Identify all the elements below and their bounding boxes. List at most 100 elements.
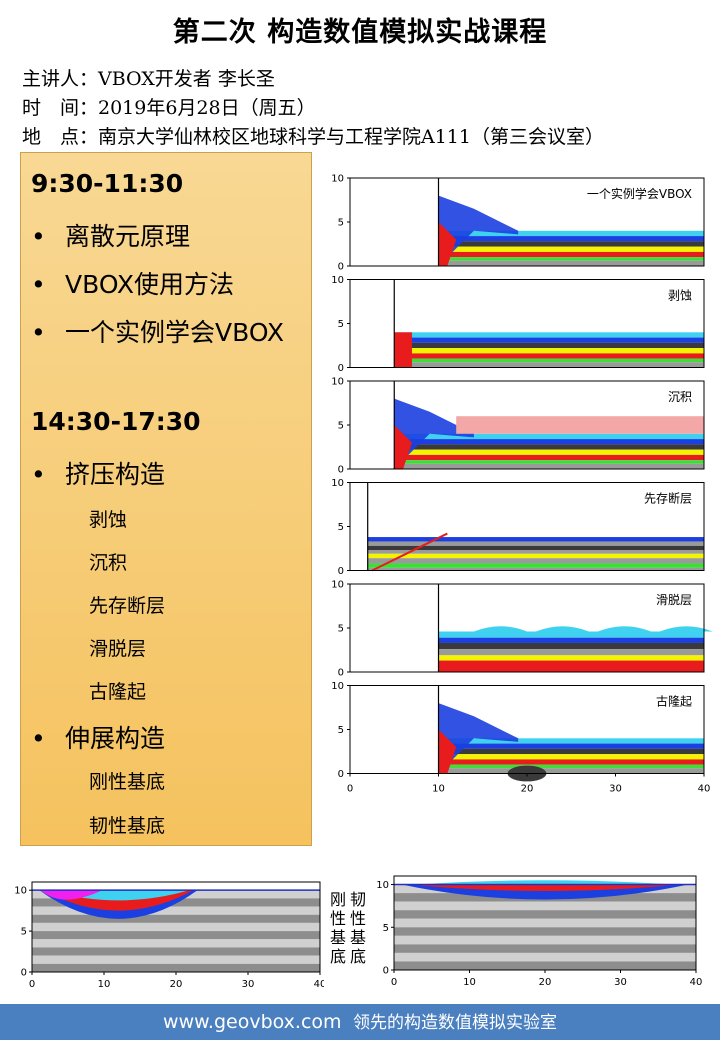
ductile-basement-label: 韧 性 基 底 (350, 890, 366, 966)
strata-band (394, 901, 696, 911)
y-tick-label: 10 (331, 275, 344, 286)
panel-1: 0 5 10 一个实例学会VBOX (331, 174, 705, 273)
extension-heading: • 伸展构造 (31, 719, 165, 755)
layer (438, 260, 704, 266)
morning-item-label: 离散元原理 (65, 222, 191, 251)
compression-item: 先存断层 (89, 595, 166, 617)
strata-band (394, 927, 696, 936)
x-tick-label: 30 (242, 979, 255, 990)
layer (367, 550, 704, 554)
label-char: 基 (350, 928, 367, 947)
panel-2: 0 5 10 剥蚀 (331, 275, 705, 374)
strata-band (32, 914, 320, 923)
layer (394, 439, 704, 445)
extension-item: 韧性基底 (89, 815, 166, 837)
compression-label: 挤压构造 (65, 460, 166, 489)
strata-band (394, 910, 696, 919)
panel-6: 0 5 10 古隆起 (331, 681, 705, 782)
rigid-basement-label: 刚 性 基 底 (330, 890, 346, 966)
compression-item: 剥蚀 (89, 509, 128, 531)
layer (367, 567, 704, 571)
x-tick-label: 40 (698, 784, 711, 795)
layer (394, 332, 704, 338)
label-char: 基 (330, 928, 347, 947)
ductile-basement-figure: 0 5 10 0 10 20 30 40 (376, 875, 702, 988)
y-tick-label: 5 (383, 923, 389, 934)
strata-band (32, 906, 320, 915)
footer-bar: www.geovbox.com 领先的构造数值模拟实验室 (0, 1004, 720, 1040)
y-tick-label: 0 (338, 566, 344, 577)
layer (438, 738, 704, 744)
y-tick-label: 0 (338, 363, 344, 374)
panel-label: 先存断层 (644, 491, 692, 506)
layer (438, 631, 704, 638)
compression-heading: • 挤压构造 (31, 455, 165, 491)
layer (394, 353, 704, 359)
layer (438, 236, 704, 242)
panel-label: 滑脱层 (656, 592, 692, 607)
simulation-panels: 0 5 10 一个实例学会VBOX 0 5 10 剥蚀 0 5 10 沉积 0 5 10 先存断层 0 5 10 滑脱… (331, 174, 713, 795)
page-title: 第二次 构造数值模拟实战课程 (172, 17, 548, 48)
morning-item: • 离散元原理 (31, 217, 190, 253)
layer (394, 348, 704, 354)
panel-4: 0 5 10 先存断层 (331, 478, 705, 577)
compression-item: 古隆起 (89, 681, 147, 703)
detachment-fold (659, 626, 713, 632)
layer (367, 558, 704, 564)
strata-band (32, 955, 320, 964)
layer (394, 358, 704, 363)
strata-band (32, 963, 320, 972)
y-tick-label: 5 (338, 624, 344, 635)
y-tick-label: 10 (331, 478, 344, 489)
afternoon-time: 14:30-17:30 (31, 407, 201, 436)
layer (438, 743, 704, 749)
strata-band (394, 918, 696, 928)
morning-time: 9:30-11:30 (31, 169, 184, 198)
thrust-wedge (394, 398, 474, 469)
layer (394, 362, 704, 368)
label-char: 韧 (350, 890, 367, 909)
strata-band (394, 952, 696, 962)
y-tick-label: 10 (331, 681, 344, 692)
layer (438, 246, 704, 252)
layer (394, 342, 704, 349)
schedule-panel: 9:30-11:30 • 离散元原理 • VBOX使用方法 • 一个实例学会VBOX … (20, 152, 312, 846)
label-char: 性 (330, 909, 347, 928)
layer (394, 444, 704, 450)
x-tick-label: 40 (314, 979, 324, 990)
layer (438, 660, 704, 672)
strata-band (32, 931, 320, 940)
layer (394, 433, 704, 440)
layer (438, 768, 704, 774)
footer-slogan: 领先的构造数值模拟实验室 (352, 1013, 557, 1033)
layer (438, 230, 704, 237)
layer (438, 655, 704, 661)
layer (367, 541, 704, 546)
panel-5: 0 5 10 滑脱层 (331, 580, 713, 679)
panel-label: 剥蚀 (668, 289, 692, 303)
extension-label: 伸展构造 (65, 724, 166, 753)
strata-band (32, 922, 320, 932)
layer (394, 449, 704, 455)
thrust-wedge-core (394, 425, 412, 469)
label-char: 底 (350, 947, 367, 966)
thrust-wedge (438, 195, 519, 266)
layer (438, 637, 704, 643)
y-tick-label: 10 (331, 377, 344, 388)
compression-item: 滑脱层 (89, 638, 147, 660)
panel-label: 古隆起 (656, 694, 692, 709)
info-location: 地 点：南京大学仙林校区地球科学与工程学院A111（第三会议室） (22, 126, 604, 148)
label-char: 性 (350, 909, 367, 928)
rigid-basement-figure: 0 5 10 0 10 20 30 40 (14, 881, 324, 990)
layer (367, 563, 704, 568)
bullet-icon: • (31, 222, 46, 251)
strata-band (394, 935, 696, 945)
x-tick-label: 10 (432, 784, 445, 795)
layer (367, 545, 704, 551)
footer-site[interactable]: www.geovbox.com (163, 1011, 342, 1033)
layer (438, 642, 704, 650)
y-tick-label: 10 (376, 880, 389, 891)
morning-item: • 一个实例学会VBOX (31, 313, 284, 349)
detachment-fold (535, 626, 589, 632)
panel-label: 一个实例学会VBOX (587, 186, 692, 201)
